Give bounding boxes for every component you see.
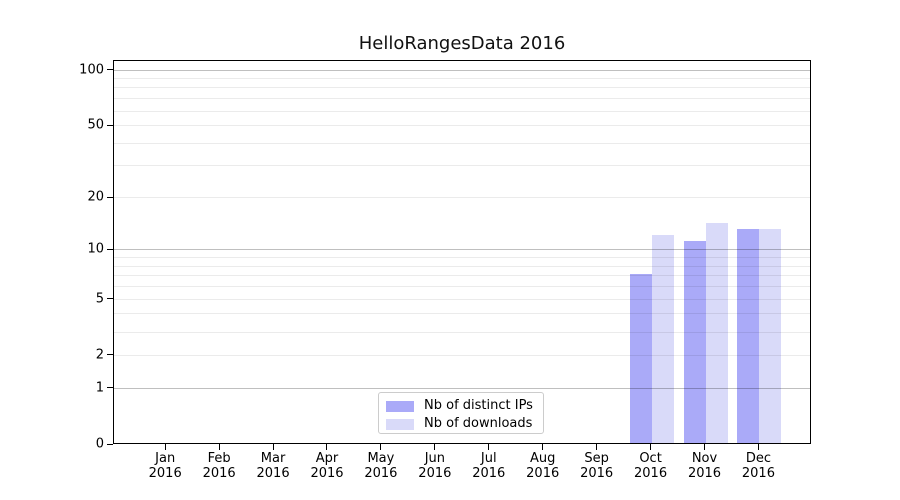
- minor-gridline: [114, 98, 810, 100]
- x-tick-year: 2016: [741, 466, 775, 481]
- legend-swatch: [386, 400, 414, 412]
- x-tick-month: Nov: [691, 451, 718, 466]
- plot-area: [113, 60, 811, 444]
- x-tick: [542, 444, 544, 450]
- y-tick: [107, 196, 113, 198]
- y-tick: [107, 298, 113, 300]
- x-tick-month: Oct: [639, 451, 662, 466]
- bar-downloads-nov: [705, 223, 728, 443]
- major-gridline: [114, 387, 810, 389]
- x-tick-label: Aug 2016: [513, 451, 573, 481]
- x-tick-month: Dec: [745, 451, 771, 466]
- x-tick-month: Feb: [207, 451, 231, 466]
- legend-label: Nb of distinct IPs: [424, 398, 533, 413]
- x-tick-month: May: [367, 451, 395, 466]
- x-tick-year: 2016: [472, 466, 506, 481]
- bar-downloads-oct: [651, 234, 674, 443]
- minor-gridline: [114, 197, 810, 198]
- bar-downloads-dec: [759, 228, 782, 443]
- y-tick-label: 2: [95, 347, 104, 363]
- major-gridline: [114, 69, 810, 71]
- legend: Nb of distinct IPs Nb of downloads: [378, 392, 544, 434]
- x-tick-label: May 2016: [351, 451, 411, 481]
- x-tick-label: Dec 2016: [728, 451, 788, 481]
- legend-item: Nb of distinct IPs: [386, 398, 543, 414]
- x-tick-year: 2016: [526, 466, 560, 481]
- x-tick-label: Apr 2016: [297, 451, 357, 481]
- x-tick-month: Jan: [155, 451, 176, 466]
- minor-gridline: [114, 125, 810, 127]
- x-tick-label: Mar 2016: [243, 451, 303, 481]
- x-tick-year: 2016: [580, 466, 614, 481]
- x-tick-year: 2016: [418, 466, 452, 481]
- y-tick-label: 0: [95, 436, 104, 452]
- major-gridline: [114, 249, 810, 251]
- x-tick-month: Jun: [424, 451, 445, 466]
- x-tick: [218, 444, 220, 450]
- y-tick-label: 100: [79, 62, 104, 78]
- minor-gridline: [114, 331, 810, 333]
- minor-gridline: [114, 313, 810, 315]
- x-tick: [164, 444, 166, 450]
- x-tick-year: 2016: [202, 466, 236, 481]
- minor-gridline: [114, 286, 810, 288]
- x-tick: [434, 444, 436, 450]
- x-tick: [650, 444, 652, 450]
- minor-gridline: [114, 265, 810, 267]
- x-tick-year: 2016: [148, 466, 182, 481]
- y-tick: [107, 354, 113, 356]
- x-tick: [488, 444, 490, 450]
- minor-gridline: [114, 257, 810, 259]
- y-tick: [107, 248, 113, 250]
- x-tick-label: Feb 2016: [189, 451, 249, 481]
- x-tick-label: Sep 2016: [567, 451, 627, 481]
- x-tick: [757, 444, 759, 450]
- y-tick-label: 10: [87, 241, 104, 257]
- minor-gridline: [114, 275, 810, 277]
- x-tick: [704, 444, 705, 450]
- y-tick-label: 1: [95, 380, 104, 396]
- bar-distinct_ips-nov: [683, 241, 706, 443]
- bar-distinct_ips-oct: [629, 274, 652, 443]
- bar-distinct_ips-dec: [737, 228, 760, 443]
- x-tick-label: Jan 2016: [135, 451, 195, 481]
- x-tick-label: Jun 2016: [405, 451, 465, 481]
- x-tick-year: 2016: [256, 466, 290, 481]
- y-tick-label: 5: [95, 291, 104, 307]
- y-tick: [107, 124, 113, 126]
- x-tick-month: Mar: [260, 451, 286, 466]
- x-tick-year: 2016: [687, 466, 722, 481]
- legend-swatch: [386, 418, 414, 430]
- x-tick-label: Nov 2016: [675, 451, 735, 481]
- chart-title: HelloRangesData 2016: [358, 33, 566, 54]
- minor-gridline: [114, 165, 810, 167]
- x-tick-month: Sep: [584, 451, 609, 466]
- y-tick: [107, 443, 113, 445]
- y-tick-label: 20: [87, 189, 104, 205]
- x-tick: [326, 444, 328, 450]
- y-tick: [107, 387, 113, 389]
- legend-item: Nb of downloads: [386, 416, 543, 432]
- x-tick-year: 2016: [310, 466, 344, 481]
- y-tick-label: 50: [87, 117, 104, 133]
- x-tick: [596, 444, 598, 450]
- x-tick-year: 2016: [364, 466, 398, 481]
- x-tick-year: 2016: [634, 466, 668, 481]
- y-tick: [107, 69, 113, 71]
- x-tick-label: Jul 2016: [459, 451, 519, 481]
- x-tick-label: Oct 2016: [621, 451, 681, 481]
- minor-gridline: [114, 298, 810, 300]
- x-tick: [272, 444, 274, 450]
- legend-label: Nb of downloads: [424, 416, 533, 431]
- x-tick-month: Aug: [530, 451, 556, 466]
- minor-gridline: [114, 78, 810, 80]
- minor-gridline: [114, 110, 810, 112]
- minor-gridline: [114, 142, 810, 144]
- x-tick-month: Jul: [480, 451, 497, 466]
- minor-gridline: [114, 354, 810, 356]
- x-tick: [380, 444, 382, 450]
- minor-gridline: [114, 87, 810, 89]
- x-tick-month: Apr: [315, 451, 339, 466]
